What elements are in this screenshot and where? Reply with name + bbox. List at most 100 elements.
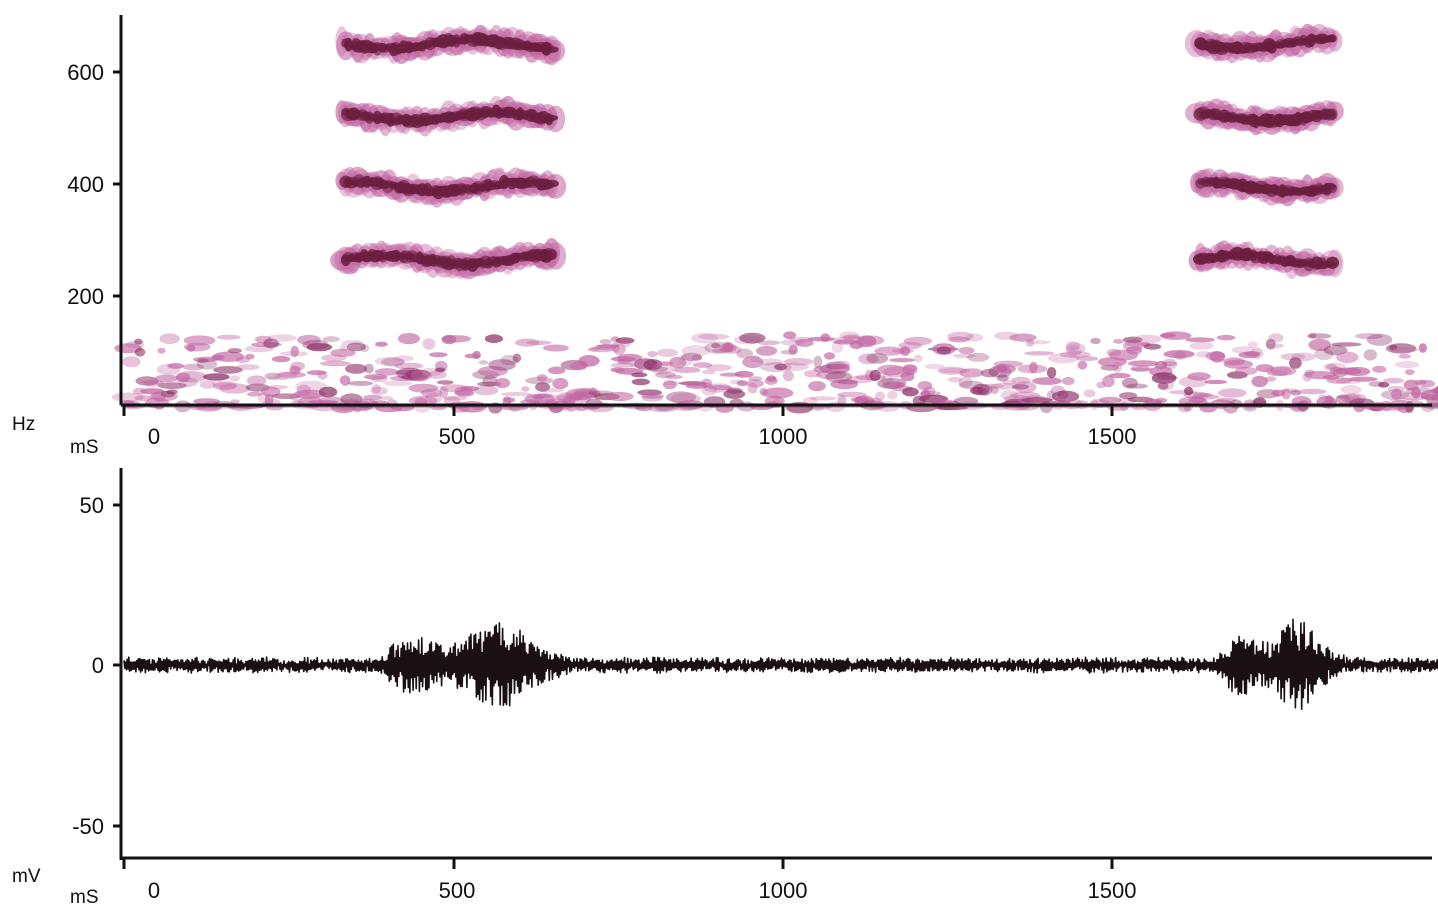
spectrogram-harmonic-core [1327,108,1338,120]
spectrogram-noise-blob [1130,367,1153,372]
spectrogram-noise-blob [984,386,994,391]
spectrogram-noise-blob [809,396,837,401]
spectrogram-noise-blob [1112,361,1123,373]
spectrogram-noise-blob [1127,360,1159,367]
spectrogram-noise-blob [213,366,243,374]
spectrogram-noise-blob [1051,390,1080,402]
spectrogram-noise-blob [947,376,963,383]
spectrogram-noise-blob [1174,351,1187,360]
spectrogram-noise-blob [346,342,366,352]
waveform-trace [123,618,1438,711]
spectrogram-noise-blob [783,357,814,366]
spectrogram-noise-blob [484,334,503,344]
spectrogram-noise-blob [422,338,436,350]
spectrogram-noise-blob [212,382,237,390]
spectrogram-noise-blob [1255,364,1274,373]
spectrogram-noise-blob [1133,334,1162,344]
spectrogram-noise-blob [1431,393,1438,402]
spectrogram-noise-blob [441,335,472,343]
spectrogram-noise-blob [914,354,923,363]
spectrogram-noise-blob [1000,390,1019,401]
spectrogram-noise-blob [473,385,499,396]
spectrogram-noise-blob [246,375,267,386]
spectrogram-noise-blob [1156,375,1178,380]
spectrogram-noise-blob [641,395,663,402]
spectrogram-noise-blob [460,386,479,392]
spectrogram-noise-blob [599,339,612,345]
spectrogram-noise-blob [364,363,374,374]
spectrogram-noise-blob [264,372,282,380]
spectrogram-noise-blob [615,337,635,344]
spectrogram-x-tick-label-0: 0 [148,424,160,449]
spectrogram-noise-blob [265,385,288,390]
spectrogram-noise-blob [177,377,198,387]
spectrogram-noise-blob [295,380,327,393]
spectrogram-noise-blob [830,379,859,390]
spectrogram-noise-blob [425,392,442,404]
spectrogram-noise-blob [542,344,569,352]
spectrogram-noise-blob [1268,333,1284,343]
spectrogram-noise-blob [992,364,1016,374]
spectrogram-noise-blob [641,393,664,399]
spectrogram-noise-blob [535,382,550,392]
spectrogram-noise-blob [739,332,766,344]
spectrogram-noise-blob [157,347,166,354]
spectrogram-y-tick-label-400: 400 [67,172,104,197]
spectrogram-noise-blob [1188,397,1206,404]
spectrogram-noise-blob [742,356,764,369]
spectrogram-noise-blob [746,379,764,388]
spectrogram-noise-blob [552,378,569,390]
spectrogram-noise-blob [1062,377,1075,385]
spectrogram-noise-blob [1048,353,1079,364]
spectrogram-harmonic-core [544,46,559,53]
spectrogram-noise-blob [795,338,814,347]
spectrogram-noise-blob [611,341,620,353]
spectrogram-harmonic-core [1327,183,1338,194]
spectrogram-noise-blob [978,383,1005,389]
spectrogram-noise-blob [371,384,381,394]
spectrogram-noise-blob [936,346,952,355]
spectrogram-noise-blob [655,371,676,379]
spectrogram-noise-blob [526,393,557,399]
spectrogram-noise-blob [892,348,914,354]
spectrogram-noise-blob [613,343,626,356]
spectrogram-noise-blob [1306,333,1332,339]
spectrogram-noise-blob [182,363,205,371]
spectrogram-x-unit-label: mS [70,437,99,458]
spectrogram-noise-blob [839,331,860,341]
spectrogram-noise-blob [176,371,207,383]
spectrogram-noise-blob [1394,361,1420,369]
spectrogram-noise-blob [166,389,178,395]
spectrogram-noise-blob [1378,381,1390,388]
spectrogram-noise-blob [990,382,1020,390]
spectrogram-noise-blob [977,384,993,396]
spectrogram-noise-blob [363,374,388,380]
spectrogram-noise-blob [1154,360,1168,370]
spectrogram-noise-blob [620,339,632,348]
spectrogram-noise-blob [1090,337,1101,345]
spectrogram-noise-blob [534,393,553,399]
spectrogram-noise-blob [1108,372,1131,379]
spectrogram-noise-blob [429,352,448,358]
spectrogram-noise-blob [521,386,530,392]
spectrogram-noise-blob [345,363,367,374]
spectrogram-noise-blob [902,387,919,397]
spectrogram-noise-blob [294,389,326,399]
spectrogram-noise-blob [235,364,260,370]
spectrogram-noise-blob [889,357,915,363]
spectrogram-noise-blob [903,336,933,346]
spectrogram-noise-blob [566,395,591,404]
spectrogram-noise-blob [679,354,694,366]
spectrogram-noise-blob [965,333,984,342]
spectrogram-noise-blob [749,355,760,363]
spectrogram-noise-blob [443,395,468,401]
waveform-marks [123,618,1438,711]
spectrogram-noise-blob [134,338,143,345]
spectrogram-noise-blob [348,380,374,386]
spectrogram-noise-blob [617,353,643,362]
spectrogram-noise-blob [277,371,306,378]
spectrogram-noise-blob [1238,351,1260,359]
spectrogram-noise-blob [691,332,718,344]
spectrogram-noise-blob [134,347,146,357]
spectrogram-noise-blob [1126,346,1143,355]
